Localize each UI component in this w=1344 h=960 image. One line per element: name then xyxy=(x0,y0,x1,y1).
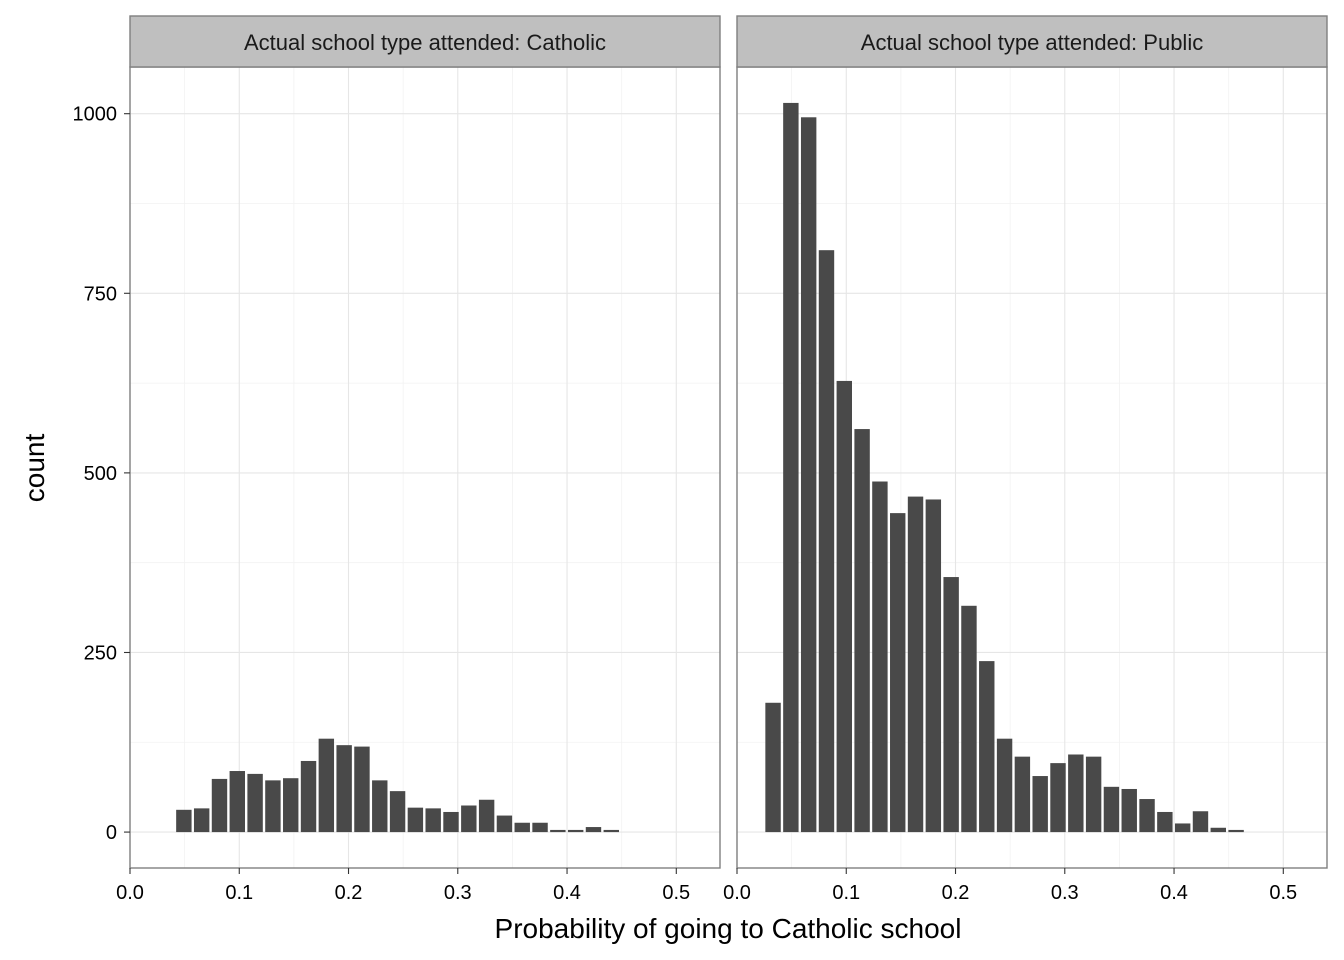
histogram-bar xyxy=(514,822,530,833)
histogram-bar xyxy=(425,808,441,833)
histogram-bar xyxy=(800,117,817,833)
histogram-bar xyxy=(1014,756,1031,833)
histogram-bar xyxy=(961,605,977,833)
histogram-bar xyxy=(354,746,370,833)
histogram-bar xyxy=(407,807,424,833)
histogram-bar xyxy=(1174,823,1191,833)
histogram-bar xyxy=(496,815,513,833)
histogram-bar xyxy=(1228,829,1244,833)
histogram-bar xyxy=(389,791,406,833)
histogram-bar xyxy=(336,745,352,833)
x-tick-label: 0.5 xyxy=(662,882,690,904)
x-tick-label: 0.4 xyxy=(553,882,581,904)
histogram-bar xyxy=(872,481,888,833)
x-tick-label: 0.3 xyxy=(444,882,472,904)
histogram-bar xyxy=(300,760,317,833)
histogram-bar xyxy=(585,827,602,833)
histogram-bar xyxy=(783,102,799,833)
x-tick-label: 0.3 xyxy=(1051,882,1079,904)
y-tick-label: 500 xyxy=(84,463,117,485)
facet-panel: Actual school type attended: Catholic 0.0… xyxy=(116,15,721,904)
histogram-bar xyxy=(265,780,281,833)
x-tick-label: 0.4 xyxy=(1160,882,1188,904)
y-axis: 0 250 500 750 1000 xyxy=(73,104,130,844)
histogram-bar xyxy=(1121,788,1137,833)
histogram-bar xyxy=(890,513,906,833)
histogram-bar xyxy=(211,778,228,833)
panel-background xyxy=(130,67,720,868)
y-tick-label: 0 xyxy=(106,822,117,844)
y-tick-label: 250 xyxy=(84,642,117,664)
x-tick-label: 0.0 xyxy=(116,882,144,904)
x-tick-label: 0.2 xyxy=(335,882,363,904)
histogram-bar xyxy=(979,661,995,833)
histogram-bar xyxy=(283,778,299,833)
histogram-bar xyxy=(603,829,619,833)
y-tick-label: 750 xyxy=(84,283,117,305)
histogram-bar xyxy=(907,496,924,833)
histogram-bar xyxy=(318,738,335,833)
histogram-bar xyxy=(836,380,852,833)
x-tick-label: 0.1 xyxy=(832,882,860,904)
histogram-bar xyxy=(1210,827,1226,833)
x-tick-label: 0.0 xyxy=(723,882,751,904)
histogram-bar xyxy=(1103,786,1120,833)
histogram-bar xyxy=(532,822,548,833)
facet-panels: Actual school type attended: Catholic 0.0… xyxy=(116,15,1328,904)
histogram-bar xyxy=(550,829,566,833)
histogram-bar xyxy=(1050,763,1066,833)
histogram-bar xyxy=(1192,811,1209,833)
x-tick-label: 0.5 xyxy=(1269,882,1297,904)
y-tick-label: 1000 xyxy=(73,104,118,126)
x-tick-label: 0.2 xyxy=(942,882,970,904)
histogram-bar xyxy=(1139,799,1155,833)
facet-strip xyxy=(736,15,1328,68)
histogram-bar xyxy=(765,702,781,833)
histogram-bar xyxy=(1085,756,1102,833)
histogram-bar xyxy=(443,811,459,833)
histogram-bar xyxy=(461,805,477,833)
y-axis-title: count xyxy=(19,434,50,503)
histogram-bar xyxy=(247,773,263,833)
histogram-bar xyxy=(1032,776,1048,833)
facet-strip-label: Actual school type attended: Public xyxy=(861,30,1203,55)
x-tick-label: 0.1 xyxy=(225,882,253,904)
histogram-bar xyxy=(372,780,388,833)
histogram-bar xyxy=(1068,754,1084,833)
facet-strip xyxy=(129,15,721,68)
histogram-bar xyxy=(176,809,192,833)
histogram-bar xyxy=(567,829,584,833)
histogram-bar xyxy=(478,799,495,833)
histogram-bar xyxy=(854,429,870,833)
facet-panel: Actual school type attended: Public 0.0 0.… xyxy=(723,15,1328,904)
facet-strip-label: Actual school type attended: Catholic xyxy=(244,30,606,55)
histogram-bar xyxy=(925,499,942,833)
x-axis-title: Probability of going to Catholic school xyxy=(495,913,962,944)
histogram-bar xyxy=(818,250,835,833)
histogram-bar xyxy=(996,738,1013,833)
histogram-bar xyxy=(229,771,245,833)
histogram-bar xyxy=(1157,811,1173,833)
histogram-bar xyxy=(193,808,210,833)
histogram-bar xyxy=(943,577,959,833)
